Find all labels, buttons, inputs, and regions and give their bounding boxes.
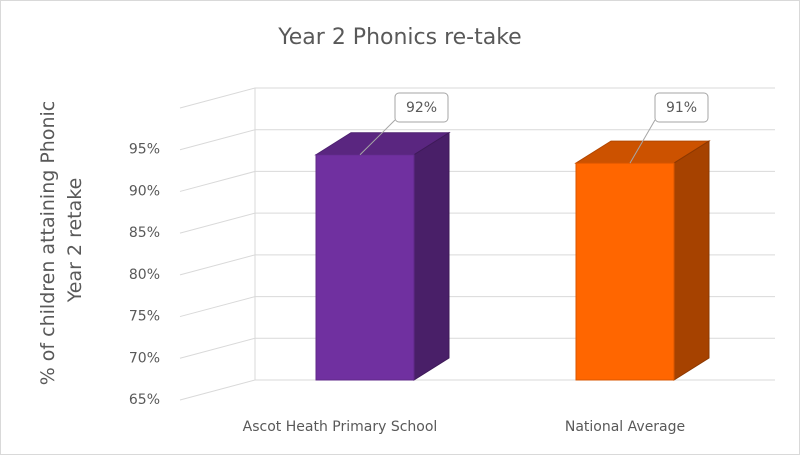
leader-line <box>629 119 656 164</box>
x-tick-label: Ascot Heath Primary School <box>243 419 438 435</box>
x-tick-label: National Average <box>565 419 685 435</box>
y-axis-title-line: Year 2 retake <box>64 178 86 304</box>
data-label-box <box>394 92 449 123</box>
bar-side <box>673 140 710 381</box>
data-label-box <box>654 92 709 123</box>
y-tick-label: 65% <box>129 392 160 408</box>
y-tick-label: 75% <box>129 309 160 325</box>
y-axis-title: % of children attaining Phonic Year 2 re… <box>37 95 86 386</box>
grid-line <box>179 129 775 151</box>
data-label: 92% <box>406 100 437 116</box>
leader-line <box>359 119 396 156</box>
y-tick-label: 80% <box>129 267 160 283</box>
bar <box>315 154 415 381</box>
y-tick-label: 85% <box>129 225 160 241</box>
y-tick-label: 95% <box>129 142 160 158</box>
data-label: 91% <box>666 100 697 116</box>
y-axis-title-line: % of children attaining Phonic <box>37 101 59 386</box>
y-tick-label: 70% <box>129 350 160 366</box>
y-tick-label: 90% <box>129 183 160 199</box>
bar <box>575 162 675 381</box>
bar-side <box>413 131 450 381</box>
chart-title: Year 2 Phonics re-take <box>277 25 521 50</box>
